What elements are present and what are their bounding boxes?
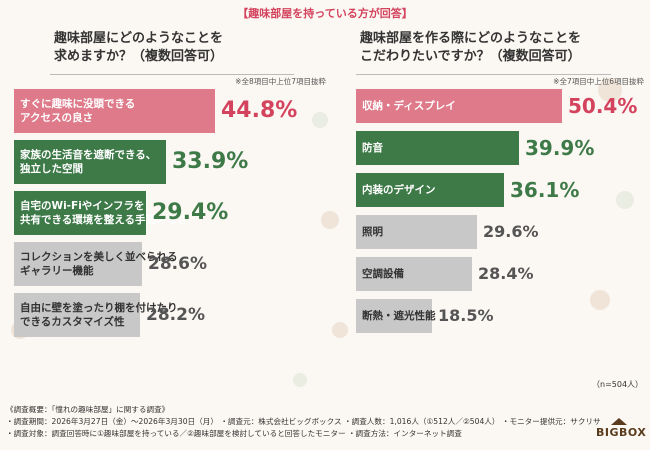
right-question-rule xyxy=(356,74,611,75)
bar xyxy=(356,215,477,249)
bar-row: 防音 39.9% xyxy=(356,131,626,165)
bar-row: 内装のデザイン 36.1% xyxy=(356,173,626,207)
bar-value-label: 28.2% xyxy=(146,305,205,325)
bar-value-label: 36.1% xyxy=(510,178,580,202)
right-panel: 趣味部屋を作る際にどのようなことを こだわりたいですか？（複数回答可） ※全7項… xyxy=(356,30,646,333)
bar-value-label: 28.6% xyxy=(148,254,207,274)
bar-value-label: 39.9% xyxy=(525,136,595,160)
bar-label: 照明 xyxy=(362,226,383,238)
bigbox-logo: BIGBOX xyxy=(596,426,647,439)
bar xyxy=(14,293,140,337)
bar-row: コレクションを美しく並べられる ギャラリー機能 28.6% xyxy=(14,242,314,286)
bar-value-label: 33.9% xyxy=(172,149,249,174)
bar-value-label: 50.4% xyxy=(568,94,638,118)
bar-row: 家族の生活音を遮断できる、 独立した空間 33.9% xyxy=(14,140,314,184)
left-note: ※全8項目中上位7項目抜粋 xyxy=(235,77,326,86)
bar-row: 照明 29.6% xyxy=(356,215,626,249)
bar-label: 防音 xyxy=(362,142,383,154)
footer-line-1: 《調査概要：「憧れの趣味部屋」に関する調査》 xyxy=(6,405,170,414)
bar-value-label: 18.5% xyxy=(438,306,494,325)
bar-value-label: 29.4% xyxy=(152,200,229,225)
survey-footer: 《調査概要：「憧れの趣味部屋」に関する調査》 ・調査期間：2026年3月27日（… xyxy=(6,404,601,440)
bar-label: 収納・ディスプレイ xyxy=(362,100,456,112)
bar-label: コレクションを美しく並べられる ギャラリー機能 xyxy=(20,251,178,277)
bar-label: 断熱・遮光性能 xyxy=(362,310,436,322)
bar-row: 空調設備 28.4% xyxy=(356,257,626,291)
bar xyxy=(14,242,142,286)
logo-roof-icon xyxy=(611,418,627,425)
bar xyxy=(356,173,504,207)
left-question: 趣味部屋にどのようなことを 求めますか？（複数回答可） xyxy=(54,31,224,64)
bar-row: 収納・ディスプレイ 50.4% xyxy=(356,89,637,123)
bar xyxy=(356,131,519,165)
bar-value-label: 29.6% xyxy=(483,222,539,241)
bar xyxy=(14,89,215,133)
left-panel: 趣味部屋にどのようなことを 求めますか？（複数回答可） ※全8項目中上位7項目抜… xyxy=(14,30,326,337)
bar xyxy=(356,299,432,333)
left-question-rule xyxy=(50,74,294,75)
bar-value-label: 44.8% xyxy=(221,98,298,123)
bar-label: すぐに趣味に没頭できる アクセスの良さ xyxy=(20,98,136,124)
bar xyxy=(356,257,472,291)
bar-label: 自由に壁を塗ったり棚を付けたり できるカスタマイズ性 xyxy=(20,302,178,328)
header-title: 【趣味部屋を持っている方が回答】 xyxy=(237,7,413,20)
bar-label: 家族の生活音を遮断できる、 独立した空間 xyxy=(20,149,157,175)
sample-size-label: （n=504人） xyxy=(592,380,644,389)
footer-line-2: ・調査期間：2026年3月27日（金）～2026年3月30日（月） ・調査元：株… xyxy=(6,417,601,426)
bar-row: 自由に壁を塗ったり棚を付けたり できるカスタマイズ性 28.2% xyxy=(14,293,314,337)
bar-row: 断熱・遮光性能 18.5% xyxy=(356,299,626,333)
footer-line-3: ・調査対象：調査回答時に①趣味部屋を持っている／②趣味部屋を検討していると回答し… xyxy=(6,429,462,438)
bar-label: 自宅のWi-Fiやインフラを 共有できる環境を整える手間のなさ xyxy=(20,200,188,226)
bar xyxy=(356,89,562,123)
bar xyxy=(14,191,146,235)
bar-row: すぐに趣味に没頭できる アクセスの良さ 44.8% xyxy=(14,89,314,133)
bar-label: 空調設備 xyxy=(362,268,404,280)
bar xyxy=(14,140,166,184)
bar-row: 自宅のWi-Fiやインフラを 共有できる環境を整える手間のなさ 29.4% xyxy=(14,191,314,235)
bar-value-label: 28.4% xyxy=(478,264,534,283)
right-question: 趣味部屋を作る際にどのようなことを こだわりたいですか？（複数回答可） xyxy=(360,31,582,64)
bar-label: 内装のデザイン xyxy=(362,184,436,196)
right-note: ※全7項目中上位6項目抜粋 xyxy=(553,77,644,86)
